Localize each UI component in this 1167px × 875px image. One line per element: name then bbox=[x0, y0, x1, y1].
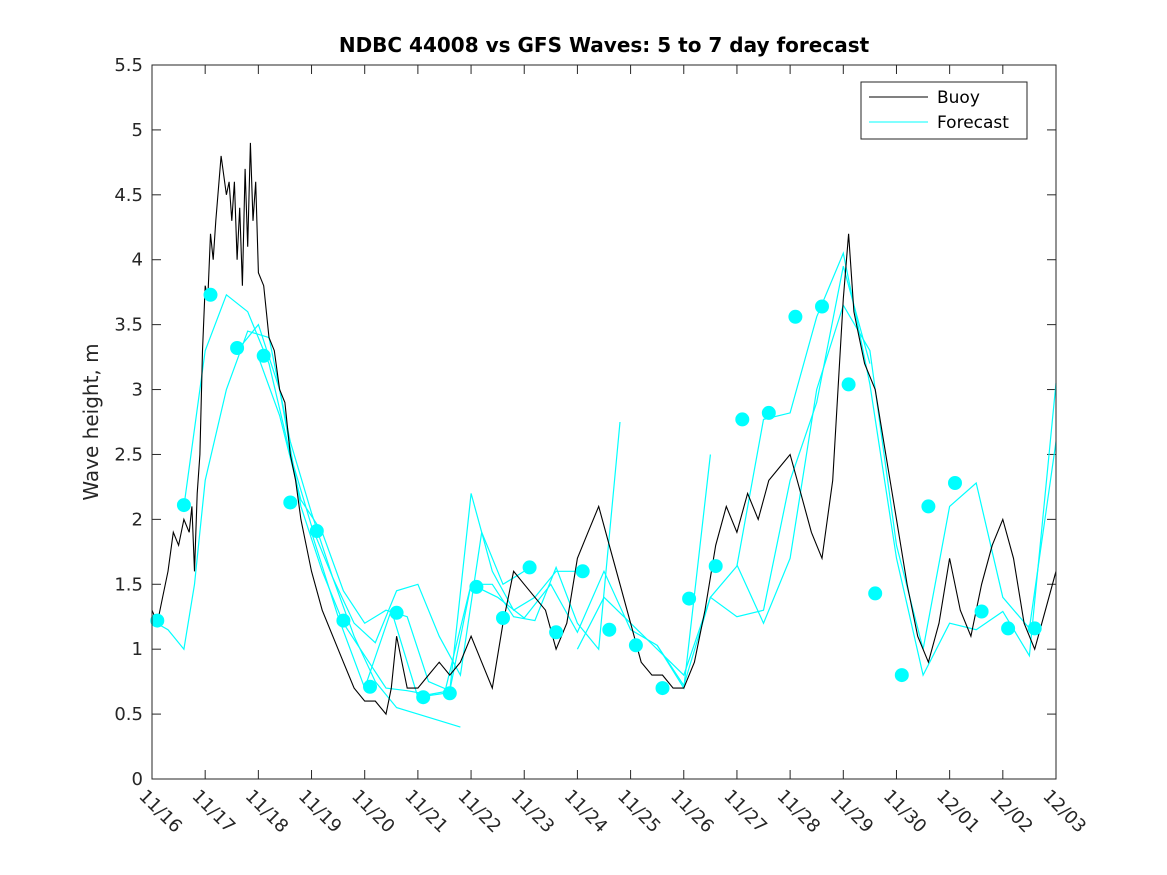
forecast-marker bbox=[389, 605, 404, 620]
forecast-run-line bbox=[736, 303, 1057, 650]
forecast-marker bbox=[894, 668, 909, 683]
forecast-marker bbox=[735, 412, 750, 427]
forecast-marker bbox=[1001, 621, 1016, 636]
forecast-marker bbox=[921, 499, 936, 514]
y-tick-label: 2.5 bbox=[114, 444, 143, 465]
legend-box bbox=[860, 81, 1028, 140]
forecast-marker bbox=[1027, 621, 1042, 636]
y-tick-label: 0.5 bbox=[114, 704, 143, 725]
forecast-marker bbox=[256, 348, 271, 363]
forecast-run-line bbox=[151, 330, 461, 728]
forecast-marker bbox=[336, 613, 351, 628]
forecast-marker bbox=[948, 476, 962, 490]
forecast-marker bbox=[655, 681, 670, 696]
y-tick-label: 4 bbox=[132, 250, 143, 271]
legend-buoy-label: Buoy bbox=[937, 88, 980, 108]
legend: Buoy Forecast bbox=[860, 81, 1028, 140]
forecast-run-line bbox=[576, 266, 871, 677]
forecast-run-line bbox=[310, 454, 711, 698]
plot-area bbox=[152, 65, 1056, 779]
forecast-markers bbox=[150, 287, 1042, 705]
forecast-marker bbox=[628, 638, 643, 653]
y-tick-label: 1 bbox=[132, 639, 143, 660]
forecast-marker bbox=[309, 524, 324, 538]
legend-forecast-label: Forecast bbox=[937, 113, 1009, 133]
forecast-marker bbox=[815, 299, 829, 314]
y-tick-labels: 0 0.5 1 1.5 2 2.5 3 3.5 4 4.5 5 5.5 bbox=[114, 55, 143, 790]
forecast-marker bbox=[469, 579, 484, 594]
y-tick-label: 3.5 bbox=[114, 315, 143, 336]
forecast-marker bbox=[549, 625, 564, 640]
y-axis-label: Wave height, m bbox=[79, 343, 103, 500]
forecast-run-line bbox=[236, 323, 578, 696]
chart-title: NDBC 44008 vs GFS Waves: 5 to 7 day fore… bbox=[339, 33, 870, 57]
forecast-marker bbox=[602, 622, 617, 637]
forecast-marker bbox=[868, 586, 883, 601]
forecast-marker bbox=[150, 613, 165, 628]
axes-box bbox=[151, 64, 1057, 780]
forecast-marker bbox=[176, 498, 191, 513]
y-tick-label: 2 bbox=[132, 509, 143, 530]
buoy-line bbox=[151, 142, 1057, 716]
forecast-run-line bbox=[656, 251, 1057, 687]
plot-series-area bbox=[150, 142, 1057, 728]
forecast-marker bbox=[363, 679, 377, 694]
forecast-marker bbox=[283, 495, 298, 510]
forecast-marker bbox=[708, 559, 723, 574]
forecast-marker bbox=[575, 564, 590, 579]
forecast-marker bbox=[416, 690, 431, 705]
forecast-marker bbox=[682, 591, 697, 606]
forecast-marker bbox=[974, 604, 989, 619]
y-tick-label: 5 bbox=[132, 120, 143, 141]
forecast-marker bbox=[230, 341, 245, 355]
forecast-marker bbox=[522, 560, 537, 575]
forecast-marker bbox=[841, 377, 856, 392]
forecast-marker bbox=[442, 686, 457, 701]
y-tick-label: 3 bbox=[132, 380, 143, 401]
y-tick-label: 5.5 bbox=[114, 55, 143, 76]
forecast-marker bbox=[496, 611, 510, 625]
y-tick-label: 4.5 bbox=[114, 185, 143, 206]
buoy-series bbox=[151, 142, 1057, 716]
y-tick-label: 0 bbox=[132, 769, 143, 790]
y-tick-label: 1.5 bbox=[114, 574, 143, 595]
forecast-marker bbox=[788, 309, 803, 324]
forecast-marker bbox=[761, 405, 776, 420]
forecast-marker bbox=[203, 287, 218, 302]
axis-ticks bbox=[151, 64, 1057, 780]
forecast-run-line bbox=[183, 293, 525, 677]
